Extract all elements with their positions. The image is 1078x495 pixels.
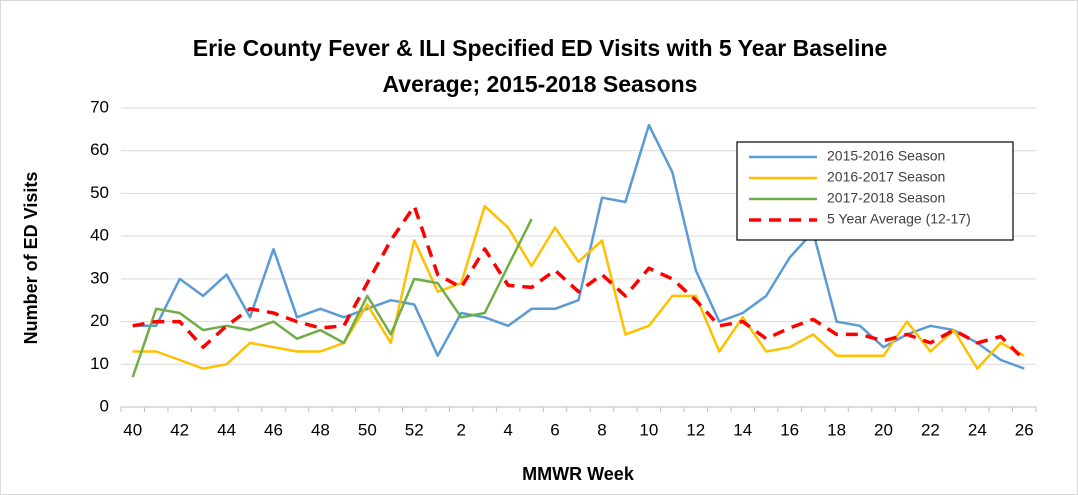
x-tick-label: 12	[686, 420, 705, 439]
x-tick-label: 16	[780, 420, 799, 439]
x-tick-label: 8	[597, 420, 606, 439]
x-tick-label: 52	[405, 420, 424, 439]
x-tick-label: 18	[827, 420, 846, 439]
series-line	[132, 204, 1026, 362]
y-tick-label: 40	[90, 226, 109, 245]
x-tick-label: 4	[503, 420, 512, 439]
x-tick-label: 42	[170, 420, 189, 439]
x-tick-label: 20	[874, 420, 893, 439]
y-tick-label: 10	[90, 354, 109, 373]
x-tick-label: 10	[639, 420, 658, 439]
legend-label: 2017-2018 Season	[827, 190, 945, 206]
x-axis-label: MMWR Week	[522, 464, 635, 484]
x-tick-label: 50	[358, 420, 377, 439]
legend-label: 5 Year Average (12-17)	[827, 211, 971, 227]
y-tick-label: 70	[90, 97, 109, 116]
x-tick-label: 26	[1015, 420, 1034, 439]
x-tick-label: 40	[123, 420, 142, 439]
y-tick-label: 60	[90, 140, 109, 159]
x-tick-label: 6	[550, 420, 559, 439]
x-tick-label: 24	[968, 420, 987, 439]
x-tick-label: 44	[217, 420, 236, 439]
y-tick-label: 20	[90, 311, 109, 330]
chart-title: Erie County Fever & ILI Specified ED Vis…	[192, 35, 888, 97]
legend-label: 2015-2016 Season	[827, 148, 945, 164]
x-tick-label: 48	[311, 420, 330, 439]
y-tick-label: 50	[90, 183, 109, 202]
series-line	[132, 204, 1025, 370]
y-tick-label: 30	[90, 268, 109, 287]
y-axis-label: Number of ED Visits	[21, 172, 41, 345]
x-tick-label: 22	[921, 420, 940, 439]
legend-box	[736, 141, 1014, 241]
x-tick-label: 46	[264, 420, 283, 439]
y-tick-label: 0	[100, 396, 109, 415]
legend-label: 2016-2017 Season	[827, 169, 945, 185]
x-tick-label: 14	[733, 420, 752, 439]
series-line	[131, 218, 533, 378]
x-tick-label: 2	[456, 420, 465, 439]
